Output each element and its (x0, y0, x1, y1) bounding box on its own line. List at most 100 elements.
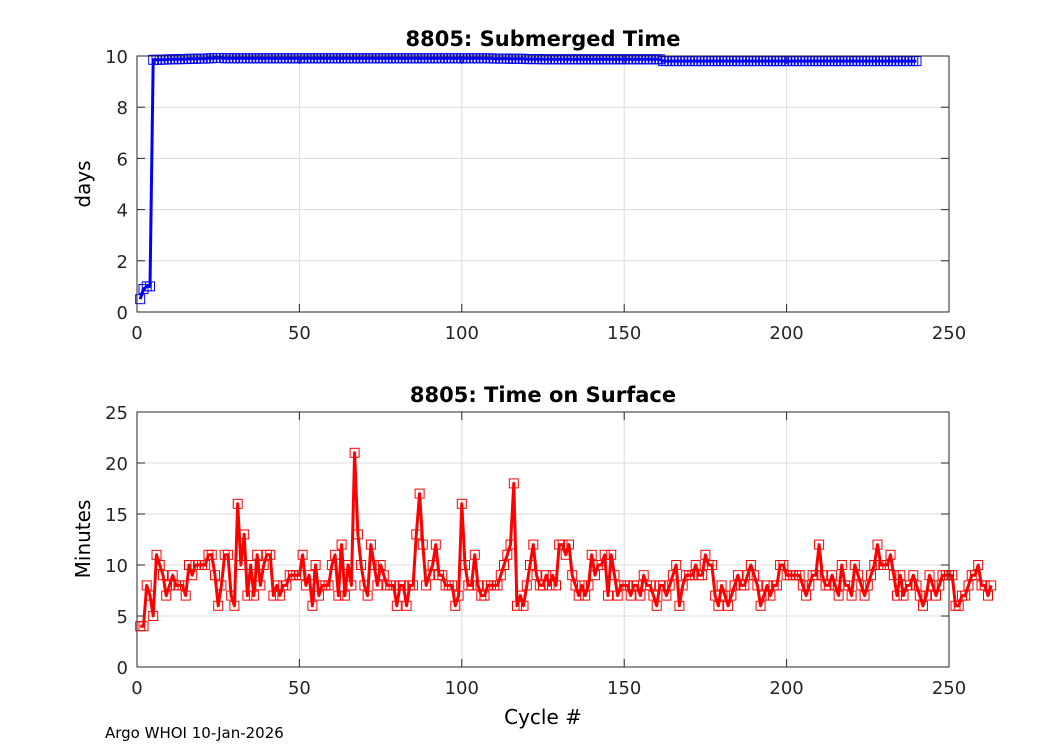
data-point-marker (365, 539, 376, 550)
data-point-marker (437, 570, 448, 581)
data-point-marker (300, 580, 311, 591)
data-point-marker (892, 590, 902, 601)
data-point-marker (872, 539, 883, 550)
data-point-marker (836, 560, 847, 570)
data-point-marker (206, 549, 217, 560)
data-point-marker (849, 560, 860, 570)
data-point-marker (723, 600, 734, 611)
axes-frame (136, 411, 950, 668)
data-point-marker (963, 580, 974, 591)
data-point-marker (161, 590, 172, 601)
data-point-marker (671, 560, 682, 570)
data-point-marker (804, 580, 815, 591)
y-tick-label: 25 (105, 403, 128, 424)
data-point-marker (469, 549, 480, 560)
surface-time-axes: 0 50 100 150 200 250 0 5 10 15 20 25 8805: Time on S… (71, 383, 997, 729)
data-point-marker (307, 600, 318, 611)
y-axis-label: Minutes (71, 500, 95, 579)
data-point-marker (560, 549, 571, 560)
data-point-marker (141, 580, 152, 591)
submerged-time-axes: 0 50 100 150 200 250 0 2 4 6 8 10 8805: Submerged Ti… (71, 27, 966, 344)
plot-area (137, 412, 949, 667)
data-point-marker (518, 600, 529, 611)
data-point-marker (515, 590, 526, 601)
data-point-marker (888, 570, 899, 581)
data-point-marker (495, 570, 506, 581)
data-point-marker (934, 580, 945, 591)
data-point-marker (651, 600, 662, 611)
y-axis-label: days (71, 160, 95, 207)
y-tick-label: 0 (117, 658, 128, 679)
data-point-marker (911, 580, 922, 591)
data-point-marker (973, 560, 984, 570)
data-point-marker (167, 570, 178, 581)
data-point-marker (148, 611, 159, 621)
data-point-marker (638, 570, 649, 581)
data-point-marker (557, 539, 568, 550)
data-point-marker (229, 600, 240, 611)
data-point-marker (391, 600, 402, 611)
data-point-marker (177, 580, 188, 591)
data-point-marker (911, 56, 922, 67)
chart-title: 8805: Submerged Time (405, 27, 680, 51)
data-point-marker (697, 570, 708, 581)
data-point-marker (473, 580, 483, 591)
data-point-marker (313, 590, 324, 601)
y-tick-label: 8 (117, 98, 128, 119)
data-point-marker (525, 560, 535, 570)
data-point-marker (538, 580, 548, 591)
data-point-marker (814, 539, 825, 550)
data-point-marker (245, 560, 256, 570)
data-point-marker (336, 539, 347, 550)
data-point-marker (356, 560, 367, 570)
x-tick-label: 0 (131, 678, 142, 699)
data-point-marker (677, 580, 688, 591)
data-point-marker (265, 549, 276, 560)
data-point-marker (213, 600, 224, 611)
data-point-marker (739, 580, 750, 591)
data-point-marker (947, 570, 958, 581)
data-point-marker (742, 570, 753, 581)
data-point-marker (797, 580, 808, 591)
plot-area (137, 56, 949, 312)
x-tick-label: 250 (932, 678, 966, 699)
data-point-marker (732, 570, 743, 581)
data-point-marker (505, 539, 516, 550)
data-point-marker (843, 580, 854, 591)
data-point-marker (232, 498, 243, 509)
data-point-marker (235, 560, 246, 570)
data-point-marker (648, 590, 659, 601)
data-point-marker (635, 590, 646, 601)
x-axis-label: Cycle # (504, 705, 582, 729)
data-point-marker (862, 580, 873, 591)
data-point-marker (924, 570, 935, 581)
data-point-marker (960, 590, 971, 601)
data-point-marker (450, 600, 461, 611)
data-point-marker (135, 294, 146, 305)
data-point-marker (801, 590, 812, 601)
data-point-marker (200, 560, 211, 570)
data-point-marker (447, 580, 458, 591)
data-point-marker (700, 549, 711, 560)
data-point-marker (499, 560, 509, 570)
data-point-marker (248, 590, 259, 601)
data-point-marker (586, 549, 597, 560)
data-point-marker (349, 447, 360, 458)
data-point-marker (918, 600, 928, 611)
x-tick-label: 0 (131, 323, 142, 344)
axes-frame (136, 55, 950, 313)
data-point-marker (908, 570, 919, 581)
y-tick-label: 10 (105, 47, 128, 68)
x-tick-label: 150 (607, 323, 641, 344)
data-point-marker (343, 560, 354, 570)
data-point-marker (564, 539, 574, 550)
data-point-marker (765, 590, 776, 601)
data-point-marker (752, 580, 763, 591)
data-point-marker (654, 54, 665, 65)
data-point-marker (567, 570, 578, 581)
data-point-marker (323, 580, 334, 591)
data-point-marker (401, 600, 412, 611)
data-point-marker (339, 590, 350, 601)
data-point-marker (187, 570, 198, 581)
